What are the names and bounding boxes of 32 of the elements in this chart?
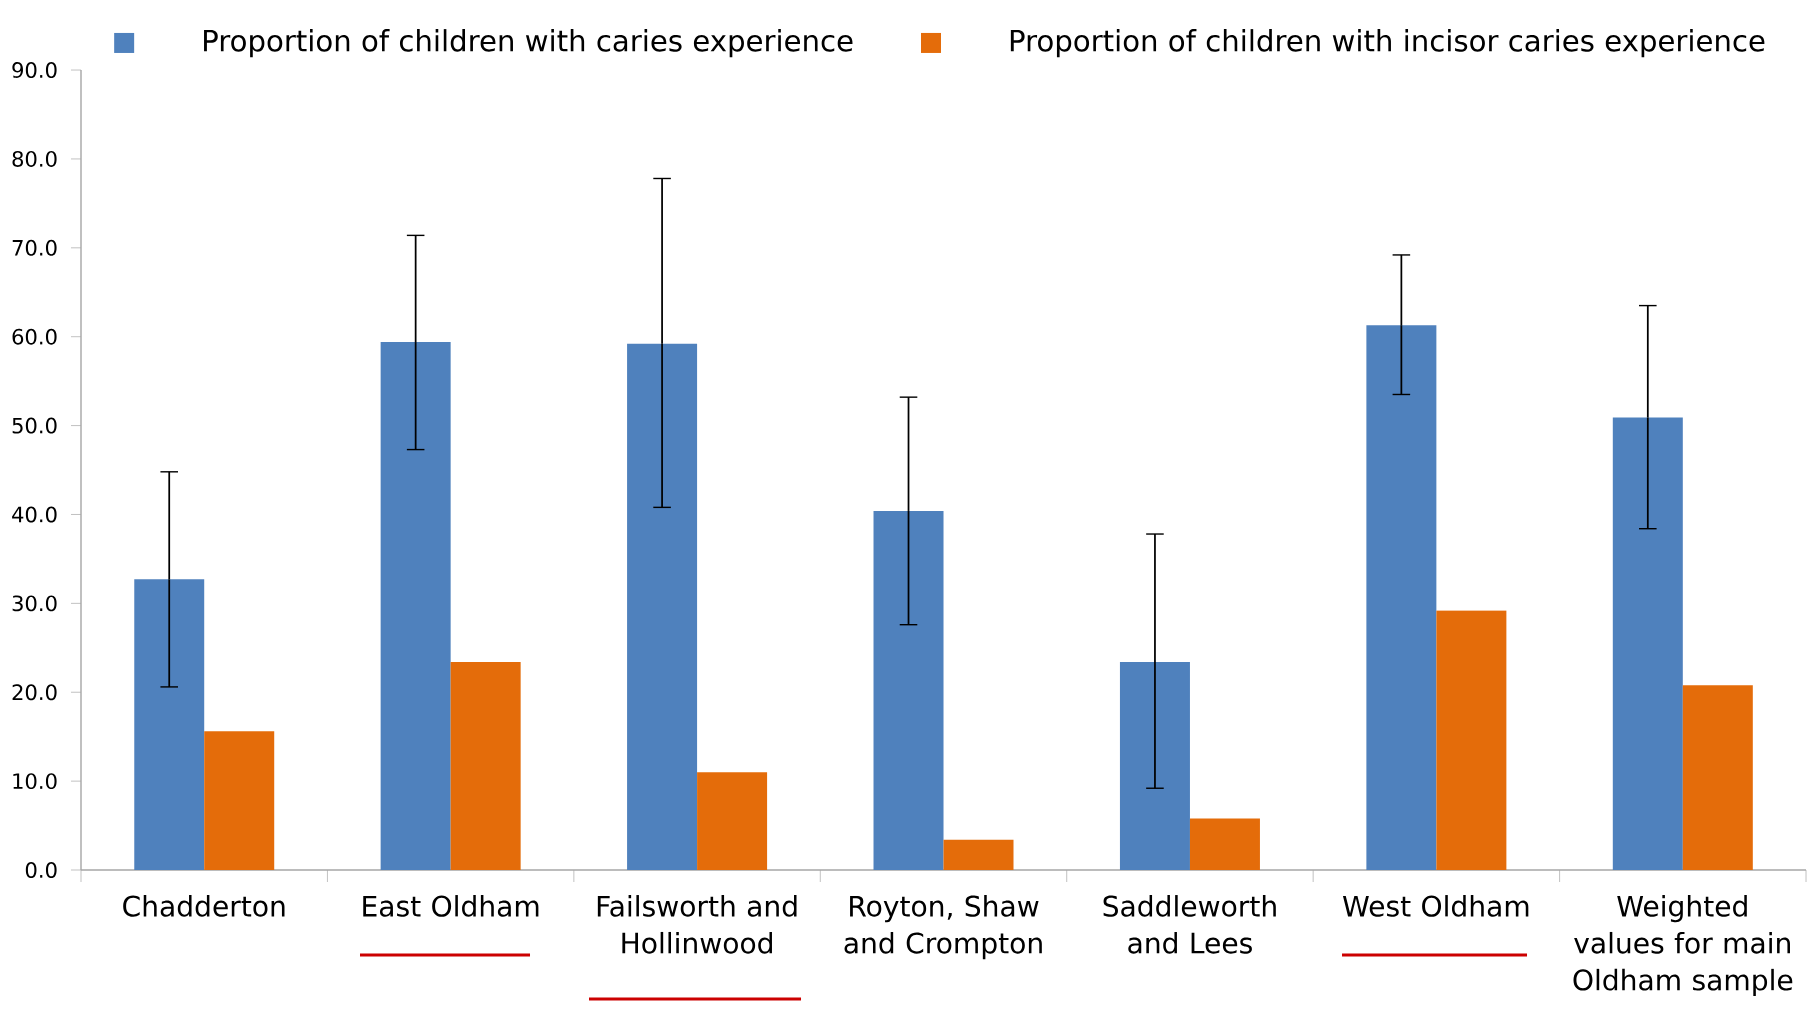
- y-tick-label: 80.0: [12, 150, 57, 167]
- bar: [450, 662, 521, 871]
- bar: [1189, 818, 1260, 871]
- x-tick-label: West Oldham: [1342, 895, 1529, 917]
- x-tick-label: Failsworth and Hollinwood: [597, 895, 797, 954]
- y-tick-label: 60.0: [12, 328, 57, 345]
- y-tick-label: 40.0: [12, 506, 57, 523]
- x-tick-label: Chadderton: [123, 895, 285, 917]
- bar: [873, 510, 944, 871]
- x-tick-label: Weighted values for main Oldham sample: [1573, 895, 1793, 997]
- y-tick-label: 20.0: [12, 684, 57, 701]
- y-tick-label: 50.0: [12, 417, 57, 434]
- y-tick-label: 90.0: [12, 62, 57, 78]
- bar: [204, 731, 275, 871]
- bar: [1366, 325, 1437, 871]
- y-tick-label: 0.0: [25, 862, 57, 878]
- bar: [134, 579, 205, 871]
- bar: [380, 342, 451, 871]
- y-tick-label: 10.0: [13, 773, 57, 790]
- bar: [1612, 417, 1683, 871]
- bar: [1436, 610, 1507, 871]
- legend-label: Proportion of children with caries experience: [204, 29, 853, 58]
- bar: [697, 772, 768, 871]
- x-tick-label: Saddleworth and Lees: [1103, 895, 1276, 954]
- x-tick-label: East Oldham: [363, 895, 539, 917]
- bar: [627, 343, 698, 871]
- bar: [943, 839, 1014, 871]
- y-tick-label: 30.0: [12, 595, 57, 612]
- y-tick-label: 70.0: [12, 239, 57, 256]
- bar: [1682, 685, 1753, 871]
- x-tick-label: Royton, Shaw and Crompton: [844, 895, 1042, 960]
- legend-label: Proportion of children with incisor caries experience: [1010, 29, 1765, 58]
